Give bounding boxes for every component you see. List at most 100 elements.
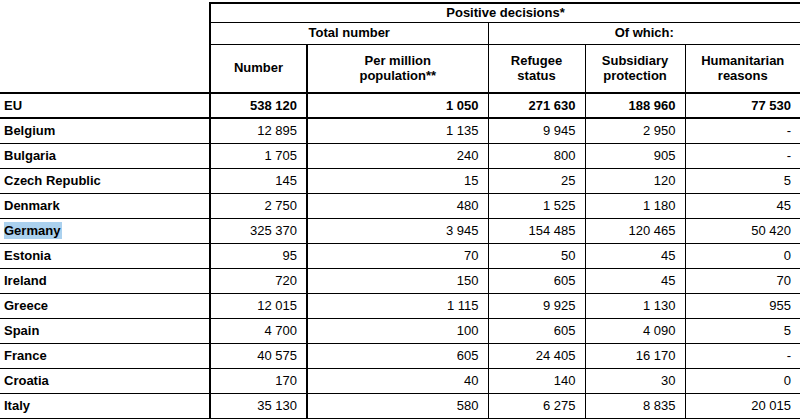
header-row-title: Positive decisions* [0, 3, 800, 22]
table-cell: 480 [307, 193, 488, 218]
header-row-groups: Total number Of which: [0, 22, 800, 44]
row-label: Greece [0, 293, 210, 318]
table-title: Positive decisions* [210, 3, 800, 22]
header-row-columns: Number Per million population** Refugee … [0, 44, 800, 93]
row-label: Bulgaria [0, 143, 210, 168]
table-cell: 70 [307, 243, 488, 268]
row-label: Spain [0, 318, 210, 343]
table-cell: - [685, 343, 800, 368]
corner-blank [0, 44, 210, 93]
table-cell: 100 [307, 318, 488, 343]
col-header-refugee-status: Refugee status [488, 44, 585, 93]
table-row: Estonia957050450 [0, 243, 800, 268]
row-label: EU [0, 93, 210, 118]
table-cell: 325 370 [210, 218, 307, 243]
table-cell: 45 [585, 268, 685, 293]
corner-blank [0, 3, 210, 22]
table-cell: 40 575 [210, 343, 307, 368]
table-cell: 16 170 [585, 343, 685, 368]
table-cell: 2 750 [210, 193, 307, 218]
table-row: Czech Republic14515251205 [0, 168, 800, 193]
table-cell: 20 015 [685, 393, 800, 418]
table-row: Croatia17040140300 [0, 368, 800, 393]
col-header-number: Number [210, 44, 307, 93]
table-cell: 800 [488, 143, 585, 168]
table-row: Ireland7201506054570 [0, 268, 800, 293]
table-row: Germany 325 3703 945154 485120 46550 420 [0, 218, 800, 243]
text-selection-highlight: Germany [4, 222, 62, 239]
table-cell: 50 420 [685, 218, 800, 243]
table-cell: 605 [488, 318, 585, 343]
table-body: EU538 1201 050271 630188 96077 530Belgiu… [0, 93, 800, 418]
table-cell: 4 700 [210, 318, 307, 343]
table-cell: 1 525 [488, 193, 585, 218]
table-cell: 120 465 [585, 218, 685, 243]
table-row: Belgium12 8951 1359 9452 950- [0, 118, 800, 143]
table-cell: 955 [685, 293, 800, 318]
table-cell: 4 090 [585, 318, 685, 343]
corner-blank [0, 22, 210, 44]
table-cell: 1 705 [210, 143, 307, 168]
table-cell: 70 [685, 268, 800, 293]
table-cell: 905 [585, 143, 685, 168]
table-cell: 45 [685, 193, 800, 218]
table-cell: 150 [307, 268, 488, 293]
table-cell: 77 530 [685, 93, 800, 118]
table-cell: 6 275 [488, 393, 585, 418]
col-header-subsidiary-protection: Subsidiary protection [585, 44, 685, 93]
table-cell: - [685, 143, 800, 168]
table-cell: 120 [585, 168, 685, 193]
table-cell: 170 [210, 368, 307, 393]
table-cell: 2 950 [585, 118, 685, 143]
table-cell: 0 [685, 243, 800, 268]
table-cell: 45 [585, 243, 685, 268]
group-header-of-which: Of which: [488, 22, 800, 44]
table-row: Italy35 1305806 2758 83520 015 [0, 393, 800, 418]
table-cell: 580 [307, 393, 488, 418]
table-cell: 8 835 [585, 393, 685, 418]
table-cell: 24 405 [488, 343, 585, 368]
table-cell: 1 130 [585, 293, 685, 318]
table-cell: 720 [210, 268, 307, 293]
table-cell: 145 [210, 168, 307, 193]
table-row: France40 57560524 40516 170- [0, 343, 800, 368]
row-label: Croatia [0, 368, 210, 393]
table-cell: 35 130 [210, 393, 307, 418]
table-cell: 9 945 [488, 118, 585, 143]
table-cell: 188 960 [585, 93, 685, 118]
table-cell: 25 [488, 168, 585, 193]
table-cell: 538 120 [210, 93, 307, 118]
table-cell: 5 [685, 318, 800, 343]
table-row: Bulgaria1 705240800905- [0, 143, 800, 168]
row-label: Italy [0, 393, 210, 418]
row-label: Estonia [0, 243, 210, 268]
table-row: Spain4 7001006054 0905 [0, 318, 800, 343]
table-cell: 605 [307, 343, 488, 368]
table-row: Denmark2 7504801 5251 18045 [0, 193, 800, 218]
table-cell: 3 945 [307, 218, 488, 243]
row-label: Belgium [0, 118, 210, 143]
table-cell: 30 [585, 368, 685, 393]
table-cell: 95 [210, 243, 307, 268]
col-header-humanitarian-reasons: Humanitarian reasons [685, 44, 800, 93]
table-cell: 12 015 [210, 293, 307, 318]
table-cell: 1 050 [307, 93, 488, 118]
table-cell: 1 135 [307, 118, 488, 143]
table-row: Greece12 0151 1159 9251 130955 [0, 293, 800, 318]
table-cell: 9 925 [488, 293, 585, 318]
table-row-eu-total: EU538 1201 050271 630188 96077 530 [0, 93, 800, 118]
group-header-total-number: Total number [210, 22, 488, 44]
table-cell: 154 485 [488, 218, 585, 243]
table-cell: 40 [307, 368, 488, 393]
table-cell: 50 [488, 243, 585, 268]
row-label: Germany [0, 218, 210, 243]
positive-decisions-table: Positive decisions* Total number Of whic… [0, 2, 800, 419]
table-cell: 140 [488, 368, 585, 393]
table-cell: 240 [307, 143, 488, 168]
table-cell: 15 [307, 168, 488, 193]
row-label: Denmark [0, 193, 210, 218]
col-header-per-million-population: Per million population** [307, 44, 488, 93]
table-cell: 12 895 [210, 118, 307, 143]
table-cell: 0 [685, 368, 800, 393]
row-label: France [0, 343, 210, 368]
